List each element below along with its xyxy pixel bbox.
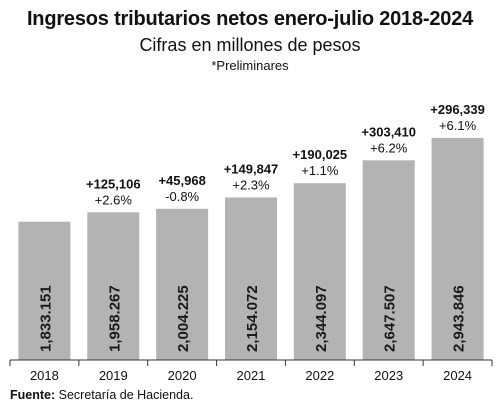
change-label: +190,025 — [293, 147, 348, 162]
change-label: +296,339 — [430, 102, 485, 117]
x-tick-label: 2021 — [237, 368, 266, 383]
bar-value-label: 1,833.151 — [37, 285, 54, 352]
bar-2022 — [293, 183, 346, 360]
bar-value-label: 2,344.097 — [313, 285, 330, 352]
bar-value-label: 2,004.225 — [175, 285, 192, 352]
x-tick-label: 2019 — [99, 368, 128, 383]
change-label: +303,410 — [361, 124, 416, 139]
x-tick-label: 2023 — [374, 368, 403, 383]
bar-2020 — [156, 208, 209, 360]
x-tick-label: 2018 — [30, 368, 59, 383]
source-text: Secretaría de Hacienda. — [55, 388, 194, 402]
change-label: +125,106 — [86, 176, 141, 191]
bar-2021 — [225, 197, 277, 360]
preliminary-note: *Preliminares — [211, 58, 289, 73]
bar-2023 — [362, 160, 415, 360]
chart-title: Ingresos tributarios netos enero-julio 2… — [26, 8, 474, 30]
x-tick-label: 2020 — [168, 368, 197, 383]
bar-value-label: 2,943.846 — [451, 285, 468, 352]
change-pct-label: +6.2% — [370, 140, 408, 155]
source-note: Fuente: Secretaría de Hacienda. — [10, 388, 193, 402]
bar-value-label: 2,154.072 — [244, 285, 261, 352]
chart-subtitle: Cifras en millones de pesos — [139, 35, 361, 55]
x-tick-label: 2024 — [443, 368, 472, 383]
bar-2019 — [87, 212, 140, 360]
change-pct-label: +1.1% — [301, 163, 339, 178]
change-pct-label: -0.8% — [165, 189, 199, 204]
bar-value-label: 2,647.507 — [382, 285, 399, 352]
change-pct-label: +6.1% — [439, 118, 477, 133]
change-label: +149,847 — [224, 161, 279, 176]
change-label: +45,968 — [158, 173, 205, 188]
change-pct-label: +2.6% — [95, 192, 133, 207]
change-pct-label: +2.3% — [232, 177, 270, 192]
bar-value-label: 1,958.267 — [106, 285, 123, 352]
bar-2018 — [18, 221, 71, 360]
bar-2024 — [431, 137, 484, 360]
source-label: Fuente: — [10, 388, 56, 402]
x-tick-label: 2022 — [305, 368, 334, 383]
